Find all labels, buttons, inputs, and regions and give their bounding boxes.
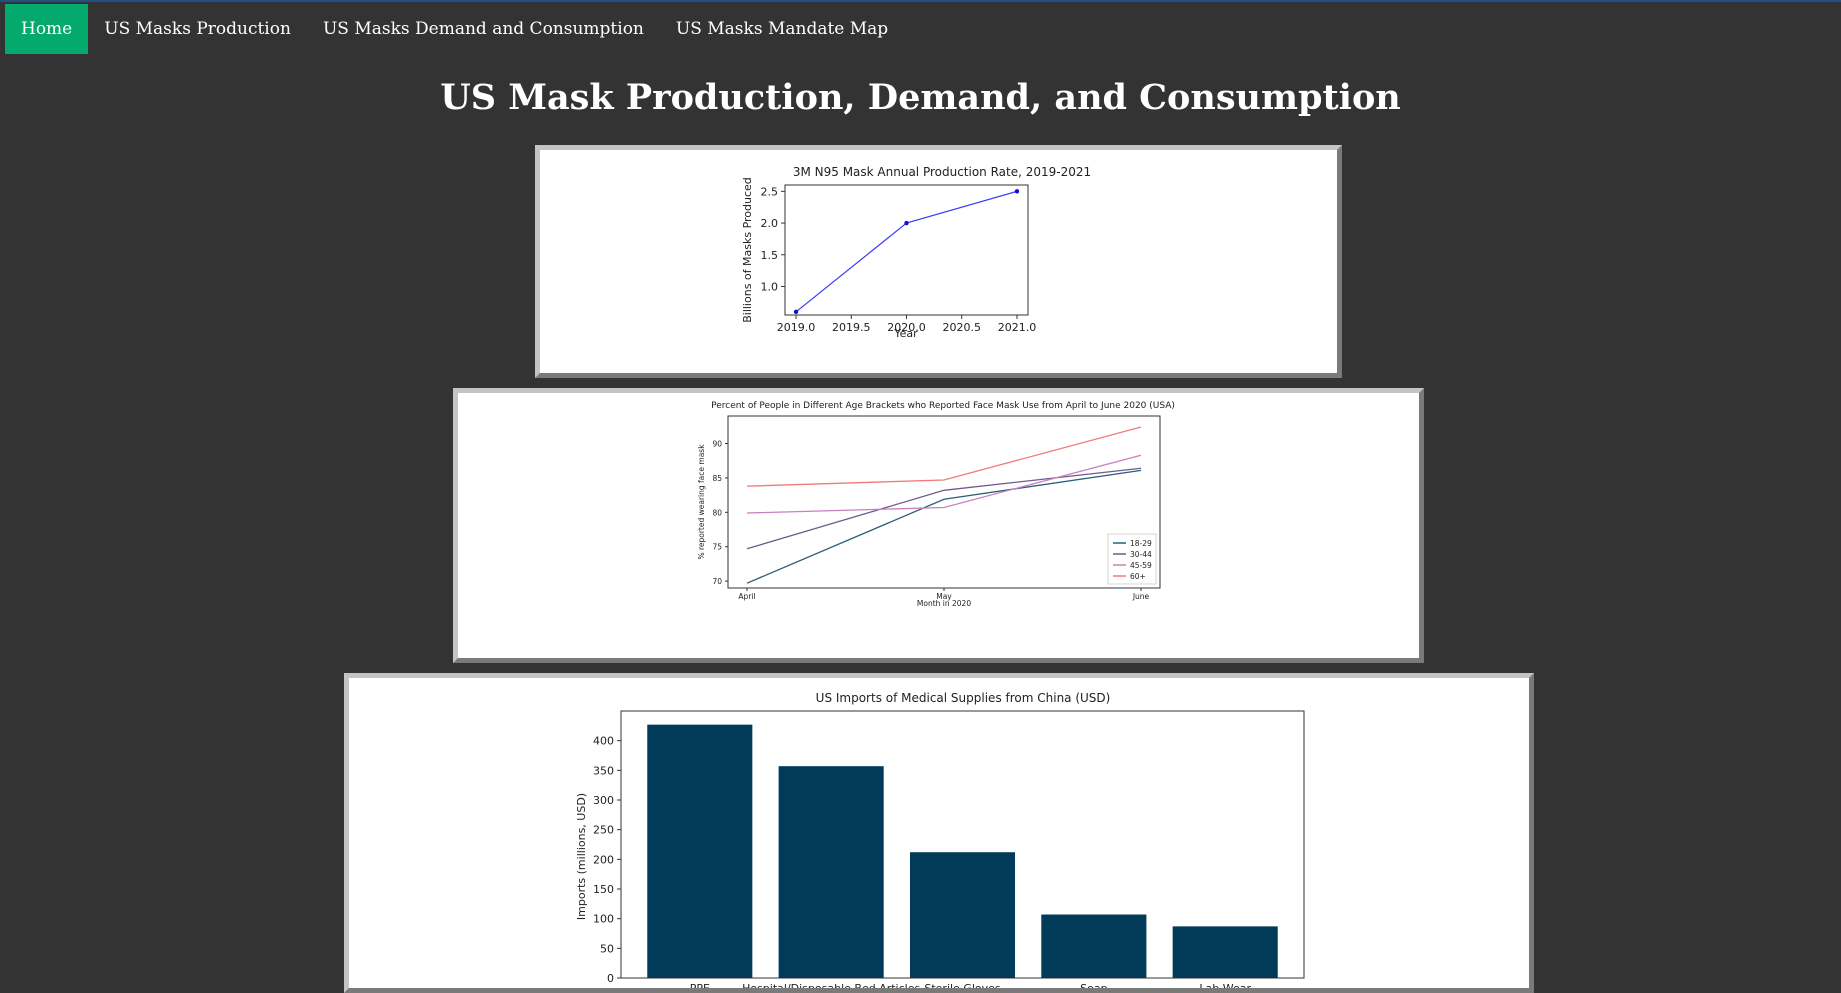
legend-label: 60+ <box>1130 572 1146 581</box>
y-tick-label: 100 <box>593 913 614 926</box>
y-axis-label: % reported wearing face mask <box>697 444 706 560</box>
chart-title: US Imports of Medical Supplies from Chin… <box>816 691 1111 705</box>
y-tick-label: 1.0 <box>761 280 779 293</box>
series-line-45-59 <box>746 454 1142 514</box>
y-tick-label: 75 <box>712 543 722 552</box>
x-tick-label: April <box>738 592 755 601</box>
x-tick-label: June <box>1132 592 1150 601</box>
y-axis-label: Imports (millions, USD) <box>575 793 588 920</box>
plot-area <box>727 415 1161 589</box>
bar <box>909 852 1016 978</box>
y-tick-label: 0 <box>607 972 614 985</box>
data-point <box>904 220 909 226</box>
y-tick-label: 80 <box>712 508 722 517</box>
series-line-18-29 <box>746 469 1142 584</box>
y-tick-label: 1.5 <box>761 249 779 262</box>
y-tick-label: 300 <box>593 794 614 807</box>
bar <box>778 766 884 978</box>
x-tick-label: 2021.0 <box>998 321 1037 334</box>
data-point <box>1014 189 1020 194</box>
bar <box>1041 914 1147 978</box>
imports-bar-chart: US Imports of Medical Supplies from Chin… <box>575 691 1305 993</box>
x-axis-label: Month in 2020 <box>917 599 971 608</box>
chart-title: 3M N95 Mask Annual Production Rate, 2019… <box>793 165 1091 179</box>
age-brackets-chart-frame: Percent of People in Different Age Brack… <box>453 388 1424 663</box>
nav-home[interactable]: Home <box>5 4 89 54</box>
y-tick-label: 150 <box>593 883 614 896</box>
y-tick-label: 90 <box>712 440 722 449</box>
y-tick-label: 85 <box>712 474 722 483</box>
y-tick-label: 50 <box>600 942 614 955</box>
age-brackets-line-chart: Percent of People in Different Age Brack… <box>697 401 1175 608</box>
x-tick-label: Sterile Gloves <box>924 982 1001 988</box>
x-tick-label: 2019.0 <box>777 321 816 334</box>
x-axis-label: Year <box>893 327 918 340</box>
top-nav: Home US Masks Production US Masks Demand… <box>5 4 904 54</box>
legend-label: 45-59 <box>1130 561 1152 570</box>
x-tick-label: 2019.5 <box>832 321 871 334</box>
page-title: US Mask Production, Demand, and Consumpt… <box>440 77 1401 118</box>
x-tick-label: Hospital/Disposable Bed Articles <box>742 982 920 988</box>
y-axis-label: Billions of Masks Produced <box>741 177 754 323</box>
bar <box>647 724 753 978</box>
y-tick-label: 250 <box>593 824 614 837</box>
series-line <box>795 190 1018 313</box>
imports-chart-frame: US Imports of Medical Supplies from Chin… <box>344 673 1534 993</box>
y-tick-label: 350 <box>593 764 614 777</box>
legend-label: 18-29 <box>1130 539 1152 548</box>
x-tick-label: PPE <box>690 982 710 988</box>
x-tick-label: 2020.5 <box>942 321 981 334</box>
production-line-chart: 3M N95 Mask Annual Production Rate, 2019… <box>741 165 1091 340</box>
legend: 18-29 30-44 45-59 60+ <box>1107 533 1157 585</box>
y-tick-label: 70 <box>712 577 722 586</box>
series-line-60+ <box>746 426 1142 487</box>
x-tick-label: Lab Wear <box>1199 982 1251 988</box>
plot-area <box>784 184 1029 316</box>
nav-us-masks-mandate-map[interactable]: US Masks Mandate Map <box>675 19 889 39</box>
x-tick-label: 2020.0 <box>887 321 926 334</box>
y-tick-label: 2.0 <box>761 217 779 230</box>
x-tick-label: Soap <box>1080 982 1107 988</box>
production-chart-frame: 3M N95 Mask Annual Production Rate, 2019… <box>535 145 1342 378</box>
data-point <box>793 309 799 315</box>
x-tick-label: May <box>936 592 952 601</box>
legend-label: 30-44 <box>1130 550 1152 559</box>
chart-title: Percent of People in Different Age Brack… <box>711 401 1175 411</box>
series-line-30-44 <box>746 467 1142 550</box>
y-tick-label: 2.5 <box>761 185 779 198</box>
y-tick-label: 200 <box>593 853 614 866</box>
bar <box>1172 926 1278 978</box>
nav-us-masks-production[interactable]: US Masks Production <box>104 19 291 39</box>
y-tick-label: 400 <box>593 735 614 748</box>
nav-us-masks-demand-consumption[interactable]: US Masks Demand and Consumption <box>322 19 644 39</box>
